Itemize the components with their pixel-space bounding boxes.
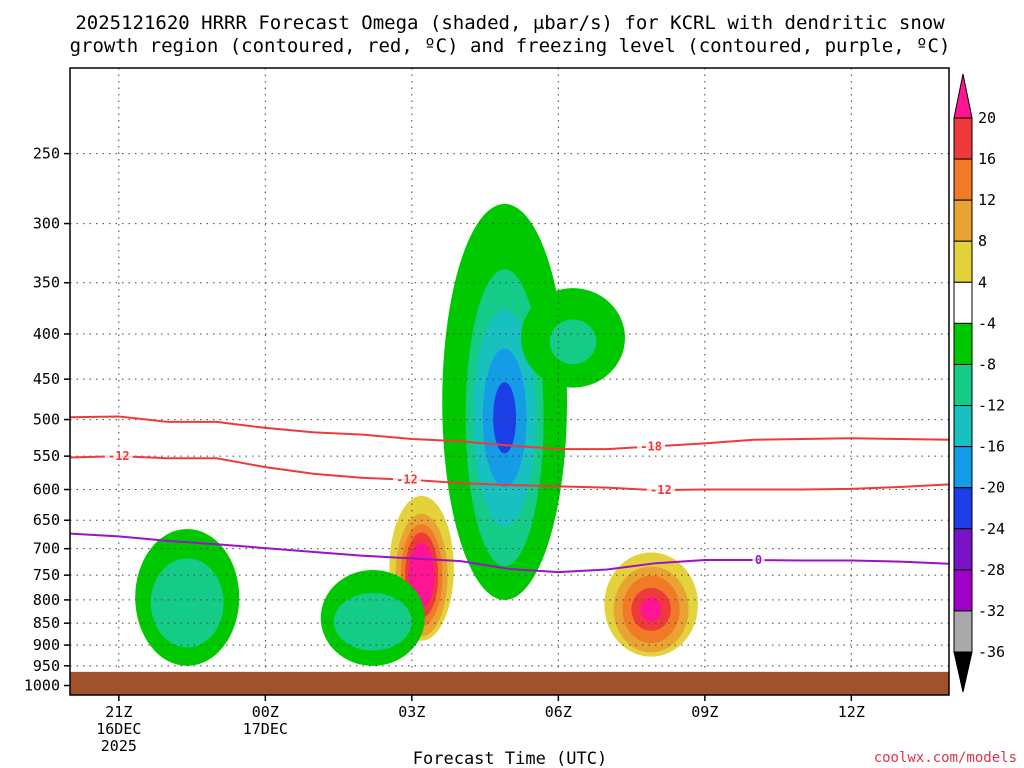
colorbar-label--32: -32	[978, 602, 1005, 620]
ytick-label-500: 500	[33, 411, 60, 429]
plot-area: -12 -12 -12 -18 0	[70, 68, 949, 695]
xtick-label-00Z-0: 00Z	[252, 703, 279, 721]
ground-surface	[70, 671, 949, 695]
x-axis-label: Forecast Time (UTC)	[413, 749, 607, 768]
colorbar-segment-3	[953, 240, 973, 283]
colorbar-segment-4	[953, 281, 973, 324]
contour-label-bg	[752, 553, 765, 568]
colorbar-label-4: 4	[978, 273, 987, 291]
contour--12	[70, 455, 949, 492]
colorbar-segment-1	[953, 158, 973, 201]
colorbar-label-16: 16	[978, 150, 996, 168]
ytick-label-400: 400	[33, 325, 60, 343]
contour-label-0-4: 0	[755, 553, 762, 567]
ytick-label-750: 750	[33, 566, 60, 584]
xtick-label-09Z-0: 09Z	[691, 703, 718, 721]
colorbar-label--20: -20	[978, 479, 1005, 497]
colorbar: 20 16 12 8 4 -4 -8 -12 -16 -20 -24 -28 -32 -36	[953, 73, 1005, 693]
colorbar-label--24: -24	[978, 520, 1005, 538]
chart-title-line1: 2025121620 HRRR Forecast Omega (shaded, …	[75, 12, 945, 34]
colorbar-label-12: 12	[978, 191, 996, 209]
colorbar-top-arrow	[953, 73, 973, 119]
xtick-label-12Z-0: 12Z	[838, 703, 865, 721]
omega-downward-upper-06z--8	[549, 319, 597, 365]
ytick-label-600: 600	[33, 481, 60, 499]
colorbar-label--36: -36	[978, 643, 1005, 661]
colorbar-segment-12	[953, 610, 973, 653]
ytick-label-350: 350	[33, 274, 60, 292]
ytick-label-650: 650	[33, 511, 60, 529]
colorbar-segment-10	[953, 528, 973, 571]
colorbar-label--16: -16	[978, 438, 1005, 456]
ytick-label-800: 800	[33, 591, 60, 609]
xtick-label-21Z-2: 2025	[101, 737, 137, 755]
contour-label-bg	[104, 449, 133, 464]
omega-downward-lowlevel-21z--8	[150, 558, 224, 648]
ytick-label-450: 450	[33, 370, 60, 388]
colorbar-segment-5	[953, 322, 973, 365]
contour-label-bg	[392, 472, 421, 487]
ytick-label-850: 850	[33, 614, 60, 632]
xtick-label-03Z-0: 03Z	[398, 703, 425, 721]
contour-label-bg	[637, 439, 666, 454]
colorbar-label--28: -28	[978, 561, 1005, 579]
colorbar-label--4: -4	[978, 314, 996, 332]
gridlines	[70, 68, 949, 695]
contour--18	[70, 415, 949, 451]
y-axis-ticks: 250 300 350 400 450 500 550 600 650 700 750 800 850 9…	[24, 145, 70, 695]
omega-downward-lowlevel-01z--8	[333, 592, 412, 651]
ytick-label-950: 950	[33, 657, 60, 675]
xtick-label-21Z-0: 21Z	[105, 703, 132, 721]
ytick-label-550: 550	[33, 447, 60, 465]
chart-title-line2: growth region (contoured, red, ºC) and f…	[70, 35, 951, 57]
colorbar-label--8: -8	[978, 355, 996, 373]
colorbar-label-20: 20	[978, 109, 996, 127]
omega-upward-core-0700z-20	[640, 597, 662, 622]
colorbar-label--12: -12	[978, 397, 1005, 415]
colorbar-segment-11	[953, 569, 973, 612]
ytick-label-900: 900	[33, 636, 60, 654]
xtick-label-21Z-1: 16DEC	[96, 720, 141, 738]
colorbar-segment-7	[953, 405, 973, 448]
ytick-label-1000: 1000	[24, 677, 60, 695]
ytick-label-700: 700	[33, 540, 60, 558]
colorbar-bottom-arrow	[953, 651, 973, 693]
colorbar-segment-6	[953, 363, 973, 407]
contour-label--12-0: -12	[108, 449, 130, 463]
colorbar-segment-9	[953, 487, 973, 530]
omega-shading	[135, 203, 698, 666]
credit-text: coolwx.com/models	[874, 750, 1017, 766]
xtick-label-06Z-0: 06Z	[545, 703, 572, 721]
colorbar-segment-0	[953, 117, 973, 160]
xtick-label-00Z-1: 17DEC	[243, 720, 288, 738]
contour-lines: -12 -12 -12 -18 0	[70, 415, 949, 574]
contour-label-bg	[646, 483, 675, 498]
colorbar-segment-8	[953, 446, 973, 489]
omega-downward-core-0400z--20	[493, 382, 517, 454]
plot-frame	[69, 67, 950, 696]
contour-label--18-3: -18	[640, 440, 662, 454]
contour-0	[70, 532, 949, 574]
colorbar-label-8: 8	[978, 232, 987, 250]
ytick-label-250: 250	[33, 145, 60, 163]
contour-label--12-2: -12	[650, 483, 672, 497]
colorbar-segment-2	[953, 199, 973, 242]
contour-label--12-1: -12	[396, 473, 418, 487]
ytick-label-300: 300	[33, 215, 60, 233]
